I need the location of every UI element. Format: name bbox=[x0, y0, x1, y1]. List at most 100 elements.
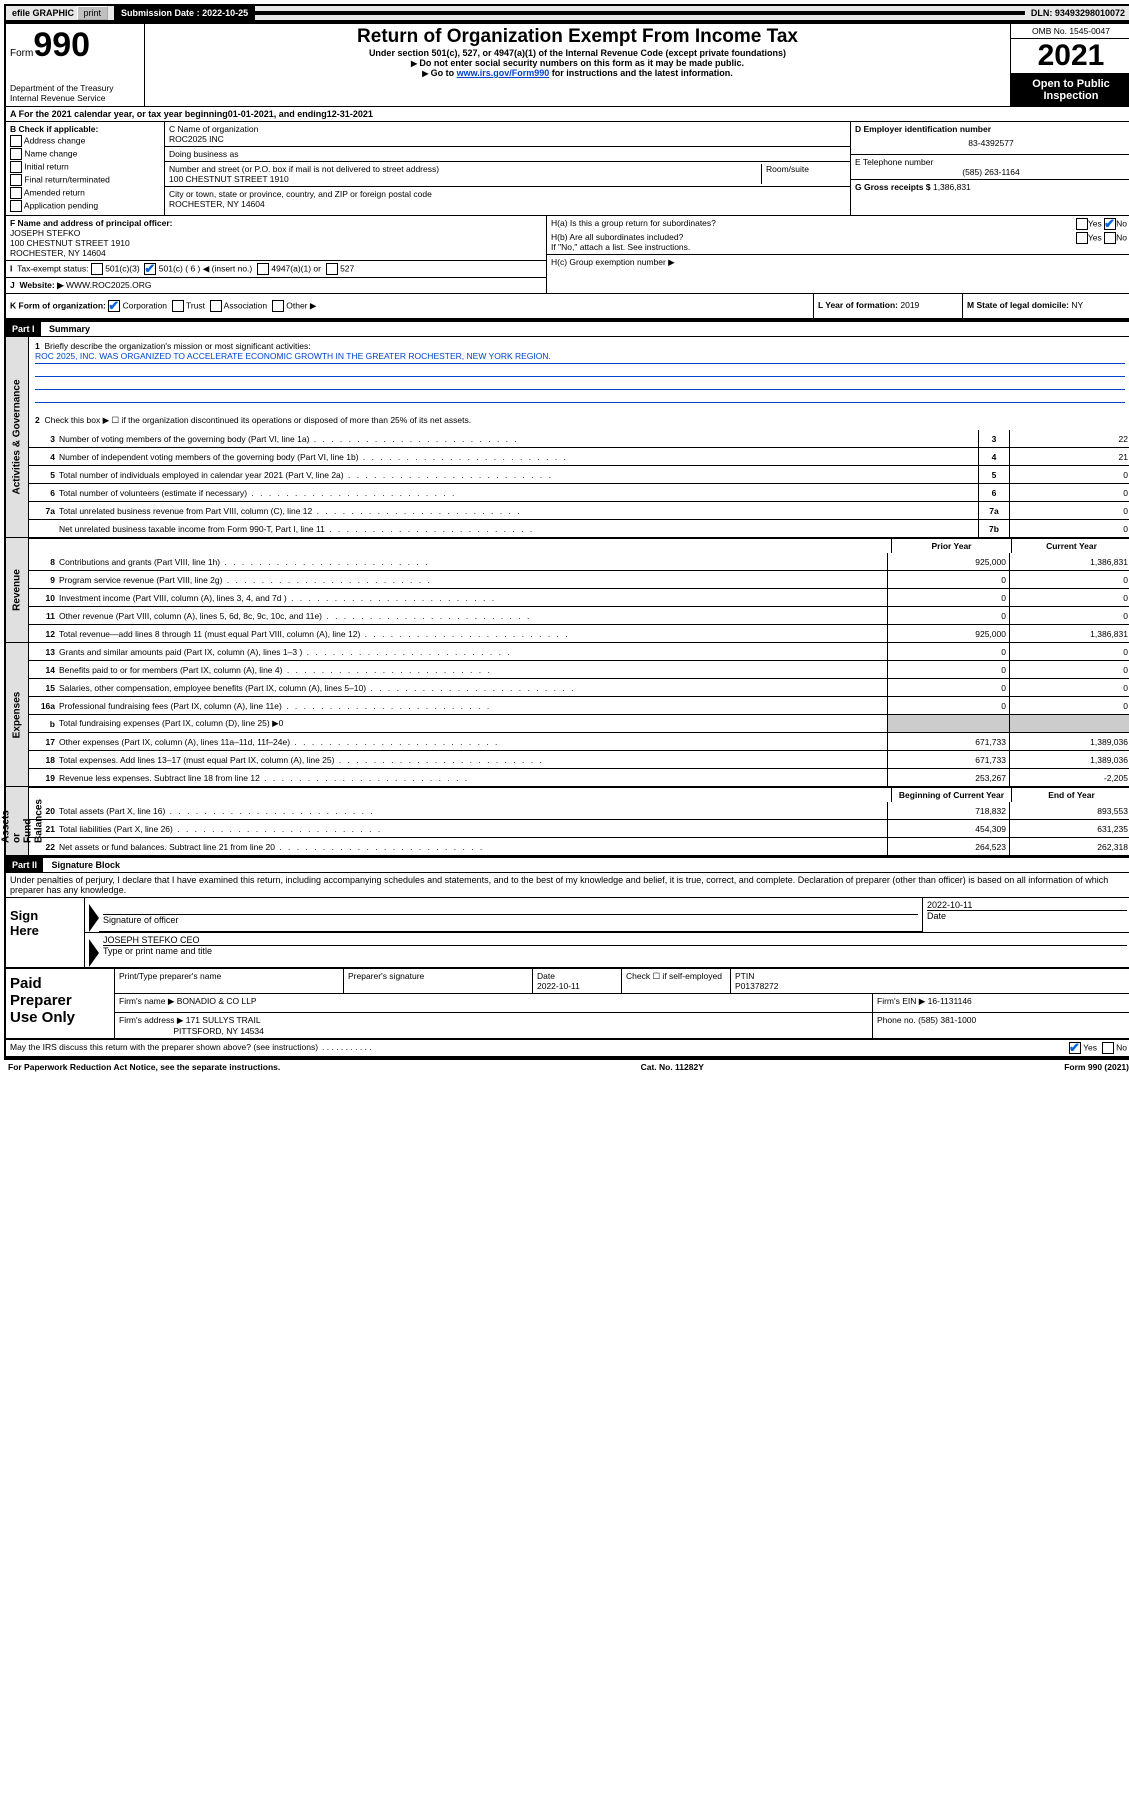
ha-yes[interactable] bbox=[1076, 218, 1088, 230]
phone-label: E Telephone number bbox=[855, 157, 1127, 167]
firm-name-value: BONADIO & CO LLP bbox=[177, 996, 257, 1006]
check-final[interactable]: Final return/terminated bbox=[10, 174, 160, 186]
prior-value: 0 bbox=[887, 589, 1009, 606]
cat-number: Cat. No. 11282Y bbox=[641, 1062, 704, 1072]
self-employed-check[interactable]: Check ☐ if self-employed bbox=[622, 969, 731, 993]
line-value: 0 bbox=[1009, 484, 1129, 501]
line-number: 8 bbox=[29, 557, 59, 567]
prior-value: 454,309 bbox=[887, 820, 1009, 837]
current-value: 1,386,831 bbox=[1009, 625, 1129, 642]
prior-value: 718,832 bbox=[887, 802, 1009, 819]
officer-addr2: ROCHESTER, NY 14604 bbox=[10, 248, 106, 258]
line-desc: Revenue less expenses. Subtract line 18 … bbox=[59, 773, 887, 783]
header-middle: Return of Organization Exempt From Incom… bbox=[145, 24, 1010, 106]
line-desc: Contributions and grants (Part VIII, lin… bbox=[59, 557, 887, 567]
sig-name-label: Type or print name and title bbox=[103, 945, 1127, 956]
p-date-value: 2022-10-11 bbox=[537, 981, 580, 991]
hb-yes[interactable] bbox=[1076, 232, 1088, 244]
form-line: 13Grants and similar amounts paid (Part … bbox=[29, 643, 1129, 660]
state-domicile: NY bbox=[1071, 300, 1083, 310]
check-501c[interactable] bbox=[144, 263, 156, 275]
discuss-label: May the IRS discuss this return with the… bbox=[10, 1042, 318, 1054]
line-box: 4 bbox=[978, 448, 1009, 465]
ptin-value: P01378272 bbox=[735, 981, 779, 991]
line-number: 17 bbox=[29, 737, 59, 747]
street-address: 100 CHESTNUT STREET 1910 bbox=[169, 174, 761, 184]
line-number: 14 bbox=[29, 665, 59, 675]
instruction-2: Go to www.irs.gov/Form990 for instructio… bbox=[151, 68, 1004, 78]
check-amended[interactable]: Amended return bbox=[10, 187, 160, 199]
check-initial[interactable]: Initial return bbox=[10, 161, 160, 173]
check-527[interactable] bbox=[326, 263, 338, 275]
prior-value: 0 bbox=[887, 643, 1009, 660]
arrow-icon bbox=[89, 904, 99, 932]
mission-blank2 bbox=[35, 377, 1125, 390]
check-address[interactable]: Address change bbox=[10, 135, 160, 147]
form-subtitle: Under section 501(c), 527, or 4947(a)(1)… bbox=[151, 48, 1004, 58]
line-desc: Total number of volunteers (estimate if … bbox=[59, 488, 978, 498]
hb-no[interactable] bbox=[1104, 232, 1116, 244]
topbar-spacer bbox=[255, 11, 1025, 15]
form-line: 18Total expenses. Add lines 13–17 (must … bbox=[29, 750, 1129, 768]
col-end: End of Year bbox=[1011, 788, 1129, 802]
form-line: 22Net assets or fund balances. Subtract … bbox=[29, 837, 1129, 855]
firm-phone-value: (585) 381-1000 bbox=[918, 1015, 976, 1025]
check-other[interactable] bbox=[272, 300, 284, 312]
l-label: L Year of formation: bbox=[818, 300, 898, 310]
check-assoc[interactable] bbox=[210, 300, 222, 312]
line-1: 1 Briefly describe the organization's mi… bbox=[29, 337, 1129, 407]
prior-value: 253,267 bbox=[887, 769, 1009, 786]
line-desc: Total unrelated business revenue from Pa… bbox=[59, 506, 978, 516]
ha-no[interactable] bbox=[1104, 218, 1116, 230]
prior-value: 925,000 bbox=[887, 553, 1009, 570]
form-line: 14Benefits paid to or for members (Part … bbox=[29, 660, 1129, 678]
sign-here-block: Sign Here Signature of officer 2022-10-1… bbox=[6, 897, 1129, 967]
line-desc: Grants and similar amounts paid (Part IX… bbox=[59, 647, 887, 657]
prior-value: 0 bbox=[887, 571, 1009, 588]
check-name[interactable]: Name change bbox=[10, 148, 160, 160]
form-line: 16aProfessional fundraising fees (Part I… bbox=[29, 696, 1129, 714]
print-button[interactable]: print bbox=[77, 6, 109, 20]
form-line: 4Number of independent voting members of… bbox=[29, 447, 1129, 465]
check-4947[interactable] bbox=[257, 263, 269, 275]
row-a-mid: , and ending bbox=[274, 109, 327, 119]
section-c: C Name of organization ROC2025 INC Doing… bbox=[165, 122, 850, 215]
discuss-yes[interactable] bbox=[1069, 1042, 1081, 1054]
ein-value: 83-4392577 bbox=[855, 134, 1127, 152]
arrow-icon bbox=[89, 939, 99, 967]
sig-date-label: Date bbox=[927, 910, 1127, 921]
tab-expenses: Expenses bbox=[6, 643, 29, 786]
line-number: 3 bbox=[29, 434, 59, 444]
website-label: Website: ▶ bbox=[19, 280, 63, 290]
gross-label: G Gross receipts $ bbox=[855, 182, 931, 192]
mission-label: Briefly describe the organization's miss… bbox=[44, 341, 310, 351]
k-label: K Form of organization: bbox=[10, 300, 106, 310]
check-pending[interactable]: Application pending bbox=[10, 200, 160, 212]
line-number: 4 bbox=[29, 452, 59, 462]
firm-addr2: PITTSFORD, NY 14534 bbox=[173, 1026, 264, 1036]
form-ref: Form 990 (2021) bbox=[1064, 1062, 1129, 1072]
line-box: 7a bbox=[978, 502, 1009, 519]
header: Form990 Department of the Treasury Inter… bbox=[6, 24, 1129, 107]
line-value: 22 bbox=[1009, 430, 1129, 447]
check-501c3[interactable] bbox=[91, 263, 103, 275]
form-line: 21Total liabilities (Part X, line 26)454… bbox=[29, 819, 1129, 837]
discuss-no[interactable] bbox=[1102, 1042, 1114, 1054]
line-desc: Total expenses. Add lines 13–17 (must eq… bbox=[59, 755, 887, 765]
line-number: 13 bbox=[29, 647, 59, 657]
firm-name-label: Firm's name ▶ bbox=[119, 996, 174, 1006]
section-b: B Check if applicable: Address change Na… bbox=[6, 122, 165, 215]
section-f: F Name and address of principal officer:… bbox=[6, 216, 546, 260]
check-corp[interactable] bbox=[108, 300, 120, 312]
row-k-l-m: K Form of organization: Corporation Trus… bbox=[6, 294, 1129, 320]
current-value: 1,389,036 bbox=[1009, 733, 1129, 750]
prior-value: 671,733 bbox=[887, 751, 1009, 768]
sig-officer-label: Signature of officer bbox=[103, 914, 918, 925]
instr2-pre: Go to bbox=[431, 68, 457, 78]
tax-year-end: 12-31-2021 bbox=[327, 109, 373, 119]
prior-value: 264,523 bbox=[887, 838, 1009, 855]
irs-link[interactable]: www.irs.gov/Form990 bbox=[457, 68, 550, 78]
check-trust[interactable] bbox=[172, 300, 184, 312]
part2-header: Part II Signature Block bbox=[6, 856, 1129, 873]
efile-label: efile GRAPHIC print bbox=[6, 6, 115, 20]
